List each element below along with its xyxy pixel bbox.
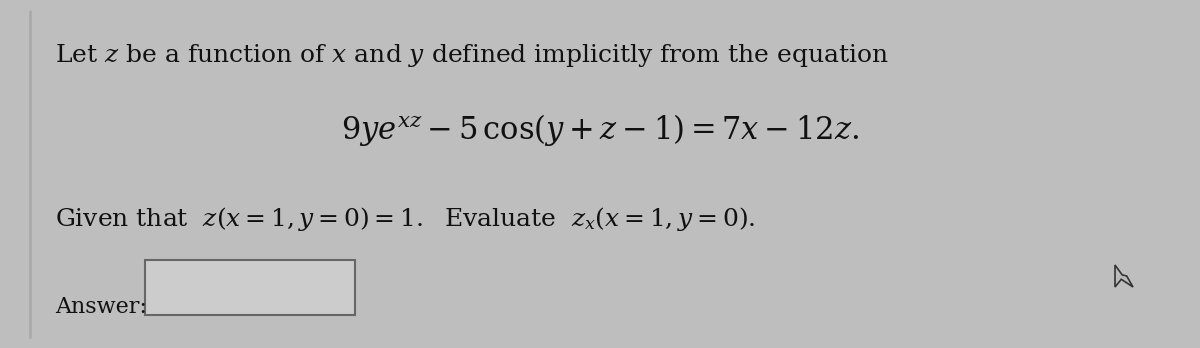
- Text: Let $z$ be a function of $x$ and $y$ defined implicitly from the equation: Let $z$ be a function of $x$ and $y$ def…: [55, 42, 889, 69]
- Text: Answer:: Answer:: [55, 296, 146, 318]
- Text: Given that  $z(x = 1, y = 0) = 1.$  Evaluate  $z_x(x = 1, y = 0).$: Given that $z(x = 1, y = 0) = 1.$ Evalua…: [55, 205, 756, 233]
- Text: $9ye^{xz} - 5\,\cos(y + z - 1) = 7x - 12z.$: $9ye^{xz} - 5\,\cos(y + z - 1) = 7x - 12…: [341, 112, 859, 148]
- Polygon shape: [1115, 265, 1133, 287]
- Bar: [145, 260, 355, 315]
